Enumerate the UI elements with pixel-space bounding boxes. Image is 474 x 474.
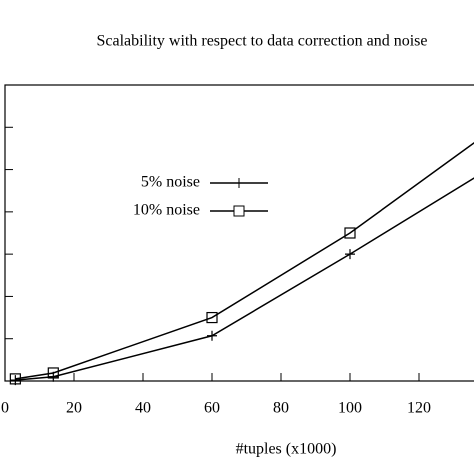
chart-title: Scalability with respect to data correct…	[97, 33, 428, 50]
marker-square	[206, 311, 218, 324]
x-tick-label: 0	[1, 400, 9, 417]
x-tick-label: 20	[66, 400, 82, 417]
legend-marker	[233, 205, 245, 217]
x-tick-label: 80	[273, 400, 289, 417]
x-axis-label: #tuples (x1000)	[236, 441, 337, 458]
plot-frame	[4, 84, 474, 382]
x-tick-label: 60	[204, 400, 220, 417]
marker-square	[9, 373, 21, 385]
series-line	[15, 177, 474, 381]
legend-marker	[234, 178, 244, 188]
x-tick-label: 40	[135, 400, 151, 417]
series-line	[15, 142, 474, 380]
legend-label: 10% noise	[133, 202, 200, 219]
marker-square	[344, 227, 356, 239]
x-tick-label: 120	[407, 400, 431, 417]
legend-label: 5% noise	[141, 174, 200, 191]
marker-plus	[345, 249, 355, 260]
marker-square	[47, 367, 59, 379]
x-tick-label: 100	[338, 400, 362, 417]
marker-plus	[207, 330, 217, 341]
